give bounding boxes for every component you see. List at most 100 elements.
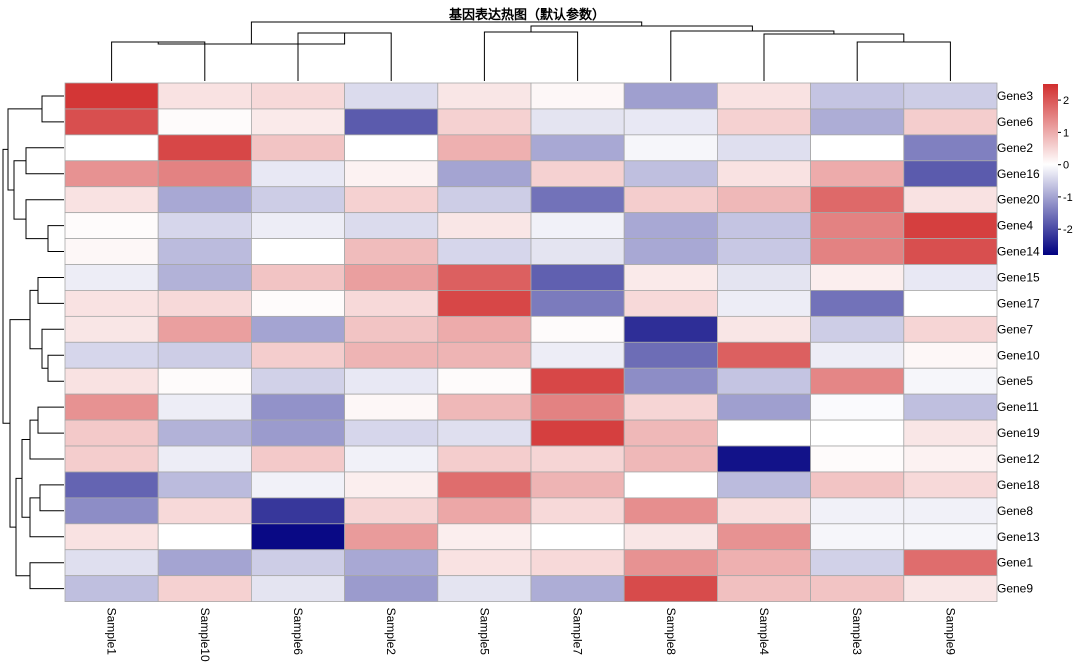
heatmap-cell — [903, 523, 998, 551]
dendrogram-branch — [7, 108, 42, 191]
column-label: Sample7 — [571, 608, 585, 656]
heatmap-cell — [903, 497, 998, 525]
heatmap-cell — [157, 523, 252, 551]
heatmap-cell — [903, 82, 998, 110]
heatmap-cell — [344, 186, 439, 214]
dendrogram-branch — [483, 31, 579, 81]
heatmap-cell — [64, 523, 159, 551]
heatmap-cell — [437, 160, 532, 188]
heatmap-cell — [250, 549, 345, 577]
row-label: Gene6 — [997, 115, 1033, 129]
heatmap-cell — [157, 186, 252, 214]
dendrogram-branch — [39, 484, 64, 512]
heatmap-cell — [623, 186, 718, 214]
heatmap-cell — [157, 549, 252, 577]
heatmap-cell — [64, 134, 159, 162]
dendrogram-branch — [37, 277, 64, 304]
heatmap-cell — [623, 315, 718, 343]
heatmap-cell — [903, 290, 998, 317]
heatmap-cell — [64, 575, 159, 602]
row-label: Gene13 — [997, 530, 1040, 544]
heatmap-cell — [717, 290, 812, 317]
heatmap-cell — [717, 160, 812, 188]
row-label: Gene18 — [997, 478, 1040, 492]
dendrogram-branch — [21, 439, 30, 518]
heatmap-cell — [157, 367, 252, 395]
heatmap-cell — [344, 264, 439, 291]
heatmap-cell — [64, 471, 159, 499]
heatmap-cell — [903, 238, 998, 265]
row-label: Gene10 — [997, 348, 1040, 362]
heatmap-cell — [157, 82, 252, 110]
heatmap-cell — [810, 471, 905, 499]
heatmap-cell — [717, 575, 812, 602]
column-label: Sample9 — [943, 608, 957, 656]
heatmap-cell — [344, 212, 439, 239]
column-label: Sample10 — [198, 608, 212, 662]
dendrogram-branch — [2, 148, 10, 424]
heatmap-cell — [344, 549, 439, 577]
heatmap-cell — [717, 471, 812, 499]
heatmap-cell — [344, 445, 439, 473]
heatmap-cell — [717, 82, 812, 110]
heatmap-cell — [344, 367, 439, 395]
row-label: Gene14 — [997, 245, 1040, 259]
heatmap-cell — [717, 134, 812, 162]
heatmap-cell — [810, 108, 905, 136]
heatmap-cell — [717, 315, 812, 343]
heatmap-cell — [437, 134, 532, 162]
heatmap-cell — [717, 212, 812, 239]
heatmap-cell — [903, 315, 998, 343]
heatmap-cell — [344, 82, 439, 110]
heatmap-cell — [623, 575, 718, 602]
heatmap-cell — [623, 82, 718, 110]
heatmap-cell — [344, 575, 439, 602]
heatmap-cell — [64, 315, 159, 343]
heatmap-cell — [810, 315, 905, 343]
heatmap-cell — [64, 290, 159, 317]
heatmap-cell — [344, 315, 439, 343]
heatmap-cell — [250, 108, 345, 136]
heatmap-cell — [437, 238, 532, 265]
heatmap-cell — [157, 238, 252, 265]
heatmap-cell — [623, 367, 718, 395]
dendrogram-branch — [25, 199, 64, 240]
heatmap-cell — [157, 108, 252, 136]
legend-tick-label: 0 — [1063, 160, 1069, 172]
heatmap-cell — [530, 160, 625, 188]
heatmap-cell — [717, 549, 812, 577]
heatmap-cell — [717, 108, 812, 136]
heatmap-cell — [623, 290, 718, 317]
heatmap-cell — [623, 393, 718, 421]
row-label: Gene9 — [997, 582, 1033, 596]
heatmap-cell — [810, 497, 905, 525]
heatmap-cell — [344, 134, 439, 162]
heatmap-cell — [623, 549, 718, 577]
dendrogram-branch — [47, 225, 64, 252]
heatmap-cell — [623, 497, 718, 525]
heatmap-cell — [717, 445, 812, 473]
dendrogram-branch — [29, 289, 42, 350]
heatmap-cell — [717, 367, 812, 395]
row-label: Gene7 — [997, 322, 1033, 336]
heatmap-cell — [64, 549, 159, 577]
heatmap-cell — [623, 160, 718, 188]
heatmap-cell — [64, 264, 159, 291]
heatmap-cell — [903, 575, 998, 602]
chart-title: 基因表达热图（默认参数） — [448, 7, 605, 23]
heatmap-cell — [717, 393, 812, 421]
dendrogram-branch — [15, 477, 30, 577]
heatmap-cell — [530, 523, 625, 551]
legend-tick-label: 1 — [1063, 127, 1069, 139]
heatmap-cell — [437, 497, 532, 525]
heatmap-cell — [810, 134, 905, 162]
heatmap-cell — [250, 82, 345, 110]
heatmap-cell — [810, 419, 905, 447]
heatmap-cell — [903, 264, 998, 291]
heatmap-cell — [530, 108, 625, 136]
heatmap-cell — [717, 419, 812, 447]
heatmap-cell — [530, 264, 625, 291]
heatmap-cell — [250, 238, 345, 265]
heatmap-cell — [717, 264, 812, 291]
dendrogram-branch — [763, 33, 905, 81]
